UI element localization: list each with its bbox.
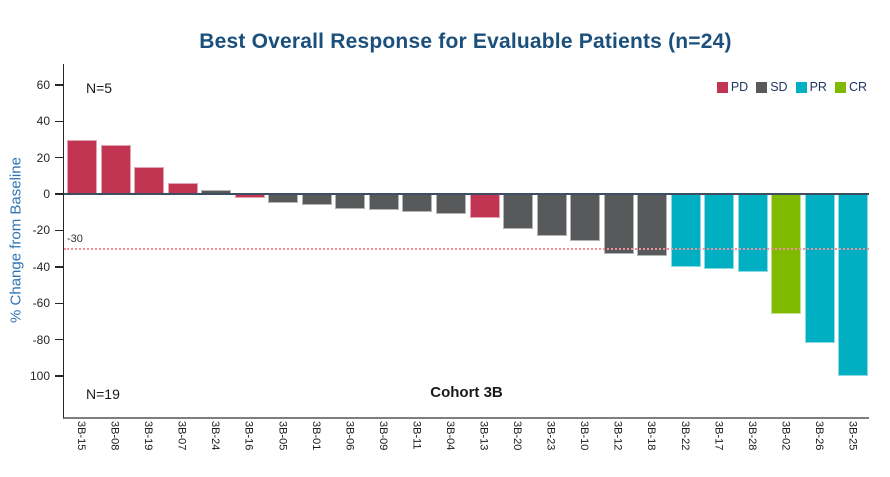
x-tick-label-3B-20: 3B-20 bbox=[511, 421, 524, 451]
x-tick-label-3B-04: 3B-04 bbox=[443, 421, 456, 451]
bar-3B-15 bbox=[67, 139, 98, 195]
x-tick-label-3B-22: 3B-22 bbox=[678, 421, 691, 451]
x-tick-label-3B-25: 3B-25 bbox=[846, 421, 859, 451]
x-tick-label-3B-23: 3B-23 bbox=[544, 421, 557, 451]
bar-3B-10 bbox=[570, 194, 601, 242]
legend-item-PR: PR bbox=[795, 80, 827, 94]
y-tick-mark--60 bbox=[55, 302, 63, 305]
bar-3B-12 bbox=[603, 194, 634, 255]
x-axis-labels: 3B-15 3B-08 3B-19 3B-07 3B-24 3B-16 3B-05 3B-01… bbox=[63, 421, 868, 475]
x-tick-label-3B-07: 3B-07 bbox=[175, 421, 188, 451]
chart-title: Best Overall Response for Evaluable Pati… bbox=[199, 30, 732, 53]
x-tick-label-3B-19: 3B-19 bbox=[142, 421, 155, 451]
y-tick-label-100: 100 bbox=[29, 369, 50, 384]
legend-label-SD: SD bbox=[770, 80, 788, 94]
bar-3B-01 bbox=[301, 194, 332, 205]
annotation-cohort: Cohort 3B bbox=[430, 384, 503, 401]
baseline-zero-line bbox=[64, 193, 869, 196]
x-tick-label-3B-06: 3B-06 bbox=[343, 421, 356, 451]
y-tick-label--20: -20 bbox=[32, 223, 50, 238]
y-tick-label--40: -40 bbox=[32, 259, 50, 274]
x-tick-label-3B-13: 3B-13 bbox=[477, 421, 490, 451]
y-tick-label-40: 40 bbox=[36, 114, 50, 129]
y-tick-mark--20 bbox=[55, 229, 63, 232]
bar-3B-05 bbox=[268, 194, 299, 204]
bar-3B-19 bbox=[134, 166, 165, 195]
x-tick-label-3B-28: 3B-28 bbox=[745, 421, 758, 451]
legend-label-CR: CR bbox=[848, 80, 867, 94]
x-tick-label-3B-02: 3B-02 bbox=[779, 421, 792, 451]
bar-3B-08 bbox=[100, 144, 131, 195]
y-tick-mark-0 bbox=[55, 193, 63, 195]
legend-swatch-SD bbox=[756, 81, 768, 93]
bar-3B-11 bbox=[402, 194, 433, 213]
bar-3B-26 bbox=[804, 194, 835, 344]
x-tick-label-3B-09: 3B-09 bbox=[376, 421, 389, 451]
threshold-label: -30 bbox=[67, 232, 83, 245]
bar-3B-25 bbox=[838, 194, 869, 377]
y-tick-label--80: -80 bbox=[32, 332, 50, 347]
y-tick-mark--80 bbox=[55, 338, 63, 341]
x-tick-label-3B-17: 3B-17 bbox=[712, 421, 725, 451]
y-tick-label-0: 0 bbox=[43, 187, 50, 202]
x-tick-label-3B-05: 3B-05 bbox=[276, 421, 289, 451]
bar-3B-20 bbox=[503, 194, 534, 229]
y-tick-label-60: 60 bbox=[36, 77, 50, 92]
threshold-line bbox=[64, 247, 869, 250]
y-tick-mark-100 bbox=[55, 375, 63, 377]
y-tick-mark-40 bbox=[55, 120, 63, 123]
bar-3B-28 bbox=[737, 194, 768, 273]
bar-3B-23 bbox=[536, 194, 567, 236]
plot-area: N=5 N=19 Cohort 3B PD SD PR CR -30 60 40 20 0 -… bbox=[30, 64, 869, 419]
x-tick-label-3B-24: 3B-24 bbox=[209, 421, 222, 451]
x-tick-label-3B-15: 3B-15 bbox=[75, 421, 88, 451]
y-tick-mark-60 bbox=[55, 84, 63, 86]
legend-item-PD: PD bbox=[716, 80, 749, 94]
x-tick-label-3B-11: 3B-11 bbox=[410, 421, 423, 450]
annotation-n-below-baseline: N=19 bbox=[86, 386, 120, 402]
legend-swatch-PD bbox=[716, 81, 728, 93]
x-tick-label-3B-18: 3B-18 bbox=[645, 421, 658, 451]
y-tick-mark-20 bbox=[55, 156, 63, 159]
y-tick-mark--40 bbox=[55, 266, 63, 268]
x-tick-label-3B-26: 3B-26 bbox=[812, 421, 825, 451]
annotation-n-above-baseline: N=5 bbox=[86, 80, 113, 96]
bar-3B-04 bbox=[435, 194, 466, 215]
legend-item-CR: CR bbox=[834, 80, 867, 94]
legend: PD SD PR CR bbox=[716, 80, 867, 94]
bar-3B-22 bbox=[670, 194, 701, 267]
x-tick-label-3B-01: 3B-01 bbox=[309, 421, 322, 451]
y-tick-label--60: -60 bbox=[32, 296, 50, 311]
bar-3B-18 bbox=[637, 194, 668, 256]
x-tick-label-3B-08: 3B-08 bbox=[108, 421, 121, 451]
x-tick-label-3B-12: 3B-12 bbox=[611, 421, 624, 451]
bar-3B-17 bbox=[704, 194, 735, 269]
legend-swatch-PR bbox=[795, 81, 807, 93]
bar-3B-09 bbox=[368, 194, 399, 211]
legend-swatch-CR bbox=[834, 81, 846, 93]
bar-3B-13 bbox=[469, 194, 500, 218]
y-tick-label-20: 20 bbox=[36, 150, 50, 165]
legend-item-SD: SD bbox=[756, 80, 788, 94]
bar-3B-02 bbox=[771, 194, 802, 315]
legend-label-PD: PD bbox=[730, 80, 749, 94]
legend-label-PR: PR bbox=[809, 80, 827, 94]
bar-3B-06 bbox=[335, 194, 366, 209]
x-tick-label-3B-10: 3B-10 bbox=[578, 421, 591, 451]
x-tick-label-3B-16: 3B-16 bbox=[242, 421, 255, 451]
